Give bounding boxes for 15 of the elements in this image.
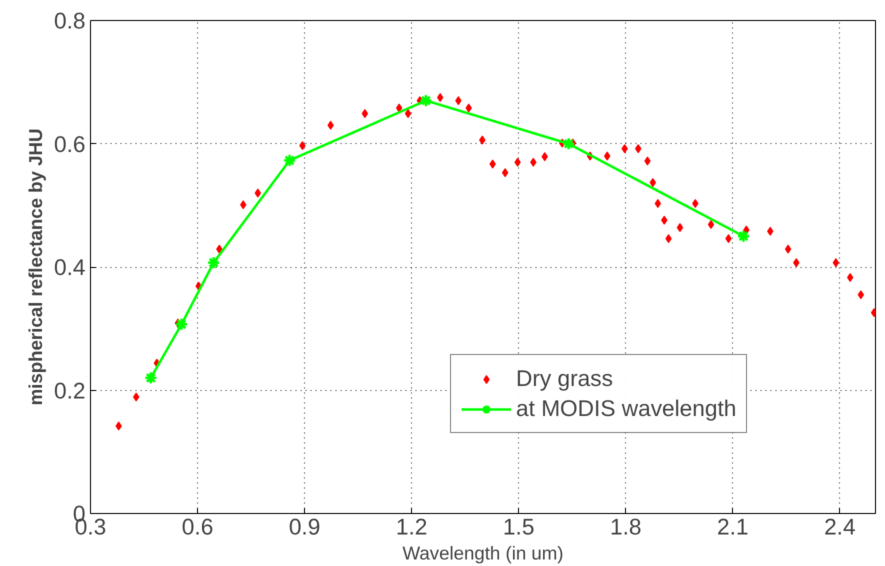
- y-tick-label: 0.6: [54, 130, 86, 157]
- x-axis-title: Wavelength (in um): [402, 542, 564, 564]
- x-tick-label: 1.2: [396, 514, 428, 540]
- x-tick-label: 1.5: [502, 514, 534, 540]
- y-tick-label: 0.4: [54, 254, 86, 280]
- legend-label: Dry grass: [516, 365, 613, 392]
- y-tick-label: 0.2: [54, 377, 86, 404]
- x-tick-label: 1.8: [610, 514, 642, 540]
- x-tick-label: 2.4: [824, 514, 856, 540]
- x-tick-label: 0.6: [182, 514, 214, 540]
- y-axis-title: mispherical reflectance by JHU: [25, 128, 46, 406]
- y-tick-label: 0.8: [54, 8, 86, 34]
- x-tick-label: 2.1: [717, 514, 749, 540]
- legend-label: at MODIS wavelength: [516, 395, 736, 422]
- x-tick-label: 0.9: [288, 514, 320, 540]
